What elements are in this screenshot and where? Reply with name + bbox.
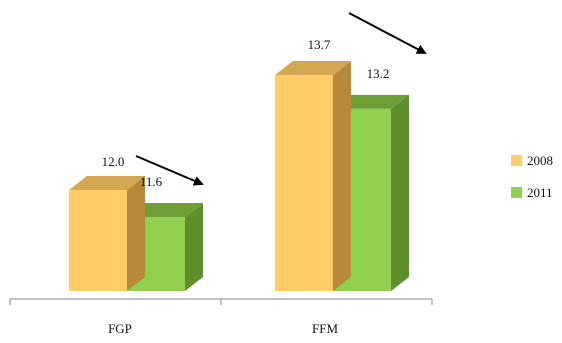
data-label-fgp-2008: 12.0 (102, 154, 125, 169)
bar-top-face (69, 176, 145, 190)
bar-front-face (275, 75, 333, 291)
trend-arrows-group (135, 12, 427, 186)
legend-swatch-2008 (511, 155, 522, 166)
data-labels-group: 12.0 11.6 13.7 13.2 (102, 37, 390, 189)
bar-ffm-2008 (275, 61, 351, 291)
trend-arrow-fgp (135, 155, 204, 186)
bar-side-face (185, 203, 203, 291)
data-label-ffm-2011: 13.2 (367, 66, 390, 81)
bar-side-face (391, 94, 409, 291)
bar-side-face (127, 176, 145, 291)
legend-label-2008: 2008 (527, 153, 553, 168)
bar-top-face (333, 94, 409, 109)
legend-label-2011: 2011 (527, 185, 553, 200)
x-axis: FGP FFM (9, 298, 433, 336)
bar-top-face (127, 203, 203, 218)
bar-side-face (333, 61, 351, 291)
trend-arrow-ffm (348, 12, 427, 54)
bars-group (69, 61, 409, 291)
bar-fgp-2008 (69, 176, 145, 291)
x-tick-label-ffm: FFM (312, 321, 338, 336)
data-label-fgp-2011: 11.6 (140, 174, 163, 189)
data-label-ffm-2008: 13.7 (308, 37, 331, 52)
legend: 2008 2011 (511, 153, 553, 200)
x-tick-label-fgp: FGP (108, 321, 132, 336)
bar-top-face (275, 61, 351, 75)
bar-front-face (69, 190, 127, 291)
legend-swatch-2011 (511, 187, 522, 198)
bar-fgp-2011 (127, 203, 203, 291)
